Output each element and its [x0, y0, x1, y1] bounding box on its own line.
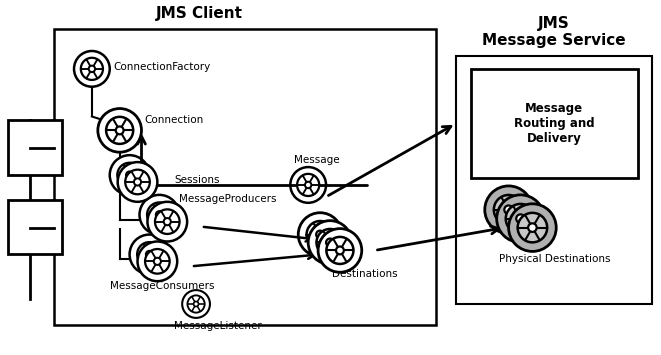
Circle shape: [118, 162, 157, 202]
Circle shape: [528, 223, 537, 232]
Circle shape: [305, 182, 311, 188]
Circle shape: [155, 209, 180, 234]
Circle shape: [504, 206, 513, 214]
Circle shape: [164, 218, 171, 225]
Text: Physical Destinations: Physical Destinations: [498, 254, 610, 264]
Bar: [471, 69, 638, 178]
Circle shape: [156, 211, 163, 218]
Circle shape: [317, 229, 344, 256]
Circle shape: [516, 214, 525, 223]
Circle shape: [130, 235, 169, 274]
Circle shape: [290, 167, 326, 203]
Circle shape: [494, 195, 524, 224]
Circle shape: [194, 301, 198, 306]
Text: JMS Client: JMS Client: [156, 6, 243, 21]
Circle shape: [117, 163, 142, 187]
Text: Destinations: Destinations: [332, 269, 398, 279]
Text: Connection: Connection: [145, 115, 204, 125]
Text: Message: Message: [294, 155, 340, 165]
Circle shape: [137, 241, 177, 281]
Circle shape: [106, 117, 134, 144]
Bar: [456, 56, 652, 304]
Circle shape: [182, 290, 210, 318]
Circle shape: [518, 213, 547, 242]
Circle shape: [297, 174, 319, 196]
Circle shape: [326, 239, 334, 246]
Circle shape: [316, 231, 324, 239]
Circle shape: [134, 179, 141, 186]
Circle shape: [139, 195, 179, 235]
Circle shape: [145, 249, 170, 274]
Circle shape: [318, 229, 362, 272]
Circle shape: [485, 186, 532, 234]
Text: ConnectionFactory: ConnectionFactory: [114, 62, 211, 72]
Circle shape: [336, 246, 344, 254]
Circle shape: [298, 213, 342, 256]
Circle shape: [74, 51, 110, 87]
Circle shape: [125, 170, 150, 194]
Circle shape: [154, 258, 161, 265]
Text: MessageProducers: MessageProducers: [179, 194, 277, 204]
Circle shape: [110, 155, 149, 195]
Circle shape: [89, 66, 95, 72]
Circle shape: [147, 202, 187, 241]
Circle shape: [146, 251, 153, 258]
Circle shape: [496, 195, 544, 242]
Text: MessageConsumers: MessageConsumers: [110, 281, 214, 291]
Text: Message
Routing and
Delivery: Message Routing and Delivery: [514, 102, 594, 145]
Circle shape: [126, 171, 133, 179]
Circle shape: [307, 221, 334, 248]
Text: MessageListener: MessageListener: [175, 321, 262, 331]
Bar: [7, 200, 62, 255]
Circle shape: [98, 109, 141, 152]
Circle shape: [81, 58, 103, 80]
Circle shape: [506, 204, 535, 234]
Circle shape: [147, 202, 172, 227]
Circle shape: [508, 204, 556, 251]
Circle shape: [188, 295, 205, 313]
Circle shape: [116, 126, 124, 134]
Bar: [7, 120, 62, 175]
Text: JMS
Message Service: JMS Message Service: [483, 16, 626, 48]
Bar: [54, 29, 436, 325]
Circle shape: [308, 221, 352, 264]
Text: Sessions: Sessions: [175, 175, 219, 185]
Circle shape: [327, 237, 354, 264]
Circle shape: [137, 242, 162, 267]
